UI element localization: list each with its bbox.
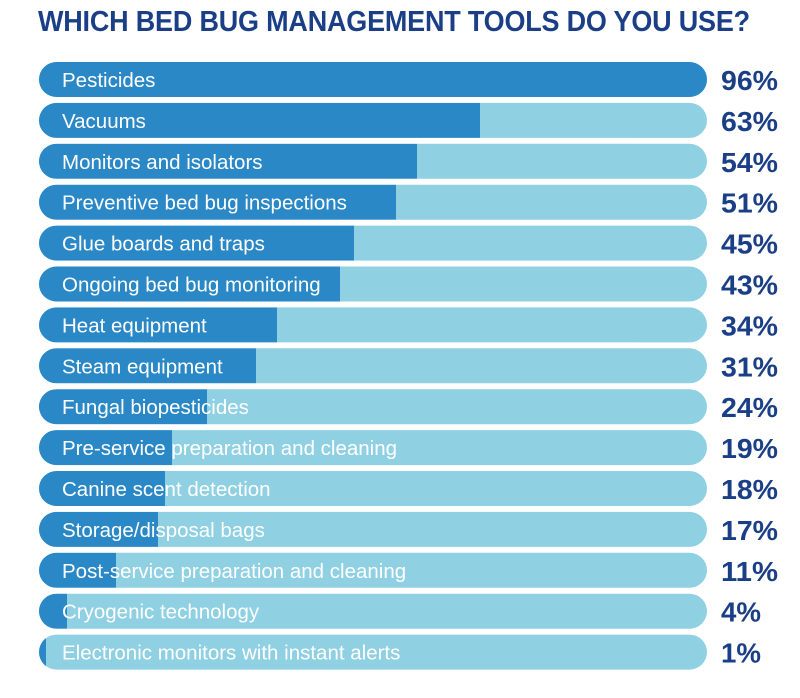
bar xyxy=(39,348,256,384)
category-label: Pesticides xyxy=(62,69,155,92)
value-label: 31% xyxy=(721,351,778,382)
category-label: Electronic monitors with instant alerts xyxy=(62,642,400,665)
bar-track xyxy=(39,593,707,629)
category-label: Monitors and isolators xyxy=(62,151,263,174)
category-label: Storage/disposal bags xyxy=(62,519,265,542)
bar xyxy=(39,266,340,302)
bar-row: Post-service preparation and cleaning 11% xyxy=(39,552,778,588)
bar xyxy=(39,634,46,670)
value-label: 51% xyxy=(721,188,778,219)
value-label: 24% xyxy=(721,392,778,423)
category-label: Ongoing bed bug monitoring xyxy=(62,274,321,297)
value-label: 63% xyxy=(721,106,778,137)
bar xyxy=(39,307,277,343)
chart-title: WHICH BED BUG MANAGEMENT TOOLS DO YOU US… xyxy=(38,6,750,38)
value-label: 96% xyxy=(721,65,778,96)
category-label: Heat equipment xyxy=(62,314,207,337)
bar xyxy=(39,143,417,179)
bar-row: Storage/disposal bags 17% xyxy=(39,511,778,547)
bar-track xyxy=(39,552,707,588)
category-label: Canine scent detection xyxy=(62,478,271,501)
bar-track xyxy=(39,430,707,466)
bar xyxy=(39,389,207,425)
bar xyxy=(39,102,480,138)
category-label: Post-service preparation and cleaning xyxy=(62,560,406,583)
category-label: Steam equipment xyxy=(62,355,223,378)
category-label: Cryogenic technology xyxy=(62,601,260,624)
bar-row: Heat equipment 34% xyxy=(39,307,778,343)
bar xyxy=(39,552,116,588)
value-label: 1% xyxy=(721,638,761,669)
bar-row: Vacuums 63% xyxy=(39,102,778,138)
value-label: 45% xyxy=(721,229,778,260)
bar-row: Monitors and isolators 54% xyxy=(39,143,778,179)
bar xyxy=(39,62,707,97)
bar-row: Canine scent detection 18% xyxy=(39,471,778,506)
value-label: 17% xyxy=(721,515,778,546)
value-label: 43% xyxy=(721,270,778,301)
value-label: 19% xyxy=(721,433,778,464)
category-label: Glue boards and traps xyxy=(62,233,265,256)
bar-row: Cryogenic technology 4% xyxy=(39,593,761,629)
bar xyxy=(39,225,354,261)
bar xyxy=(39,430,172,466)
value-label: 11% xyxy=(721,556,778,587)
bar-track xyxy=(39,634,707,670)
value-label: 18% xyxy=(721,474,778,505)
value-label: 54% xyxy=(721,147,778,178)
bar-row: Fungal biopesticides 24% xyxy=(39,389,778,425)
value-label: 4% xyxy=(721,597,761,628)
bar-row: Electronic monitors with instant alerts 1… xyxy=(39,634,761,670)
category-label: Preventive bed bug inspections xyxy=(62,192,347,215)
category-label: Pre-service preparation and cleaning xyxy=(62,437,397,460)
category-label: Fungal biopesticides xyxy=(62,396,249,419)
value-label: 34% xyxy=(721,310,778,341)
bar-track xyxy=(39,511,707,547)
bar-rows: Pesticides 96% Vacuums 63% Monitors and isol… xyxy=(39,62,778,670)
bar-row: Ongoing bed bug monitoring 43% xyxy=(39,266,778,302)
bar-row: Pre-service preparation and cleaning 19% xyxy=(39,430,778,466)
bar-row: Pesticides 96% xyxy=(39,62,778,97)
bar xyxy=(39,511,158,547)
bar xyxy=(39,593,67,629)
bar-track xyxy=(39,471,707,506)
bar xyxy=(39,184,396,220)
bar-row: Steam equipment 31% xyxy=(39,348,778,384)
category-label: Vacuums xyxy=(62,110,146,133)
bar-row: Preventive bed bug inspections 51% xyxy=(39,184,778,220)
bar-row: Glue boards and traps 45% xyxy=(39,225,778,261)
bar xyxy=(39,471,165,506)
